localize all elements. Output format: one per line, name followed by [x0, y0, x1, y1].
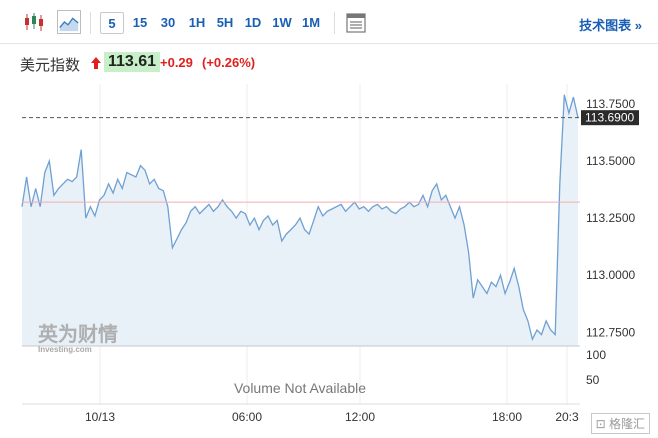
- technical-chart-link[interactable]: 技术图表 »: [579, 18, 642, 33]
- toolbar-separator: [334, 12, 335, 34]
- chart-toolbar: 5 15 30 1H 5H 1D 1W 1M 技术图表 »: [0, 0, 658, 44]
- volume-tick-label: 100: [586, 348, 606, 362]
- current-price-tag: 113.6900: [581, 110, 639, 126]
- timeframe-30-button[interactable]: 30: [160, 15, 176, 30]
- price-line: [21, 94, 579, 342]
- price-chart[interactable]: 113.7500 113.5000 113.2500 113.0000 112.…: [0, 84, 658, 438]
- x-tick-label: 20:3: [555, 410, 579, 424]
- x-tick-label: 18:00: [492, 410, 522, 424]
- volume-unavailable-message: Volume Not Available: [234, 380, 366, 396]
- timeframe-5h-button[interactable]: 5H: [216, 15, 234, 30]
- data-table-icon[interactable]: [345, 12, 367, 34]
- x-tick-label: 12:00: [345, 410, 375, 424]
- timeframe-1w-button[interactable]: 1W: [272, 15, 292, 30]
- y-tick-label: 113.7500: [586, 97, 635, 111]
- gelonghui-logo: ⊡ 格隆汇: [595, 417, 645, 431]
- source-badge: ⊡ 格隆汇: [590, 413, 650, 434]
- y-tick-label: 112.7500: [586, 325, 635, 339]
- y-tick-label: 113.5000: [586, 154, 635, 168]
- candlestick-chart-icon[interactable]: [22, 10, 46, 34]
- area-chart-icon[interactable]: [57, 10, 81, 34]
- last-price: 113.61: [104, 52, 161, 72]
- instrument-name: 美元指数: [20, 57, 81, 74]
- timeframe-1h-button[interactable]: 1H: [188, 15, 206, 30]
- x-tick-label: 10/13: [85, 410, 115, 424]
- price-area-fill: [22, 94, 578, 346]
- timeframe-1d-button[interactable]: 1D: [244, 15, 262, 30]
- current-price-label: 113.6900: [585, 111, 634, 125]
- instrument-header: 美元指数 113.61 +0.29 (+0.26%): [0, 44, 658, 84]
- price-change-percent: (+0.26%): [202, 55, 256, 70]
- price-change: +0.29: [160, 55, 193, 70]
- timeframe-1m-button[interactable]: 1M: [301, 15, 321, 30]
- watermark-logo: 英为财情: [38, 322, 118, 346]
- up-arrow-icon: [91, 57, 101, 69]
- timeframe-15-button[interactable]: 15: [132, 15, 148, 30]
- toolbar-separator: [90, 12, 91, 34]
- volume-tick-label: 50: [586, 373, 600, 387]
- y-tick-label: 113.2500: [586, 211, 635, 225]
- timeframe-5-button[interactable]: 5: [100, 12, 124, 34]
- watermark-subtext: Investing.com: [38, 345, 92, 354]
- x-tick-label: 06:00: [232, 410, 262, 424]
- y-tick-label: 113.0000: [586, 268, 635, 282]
